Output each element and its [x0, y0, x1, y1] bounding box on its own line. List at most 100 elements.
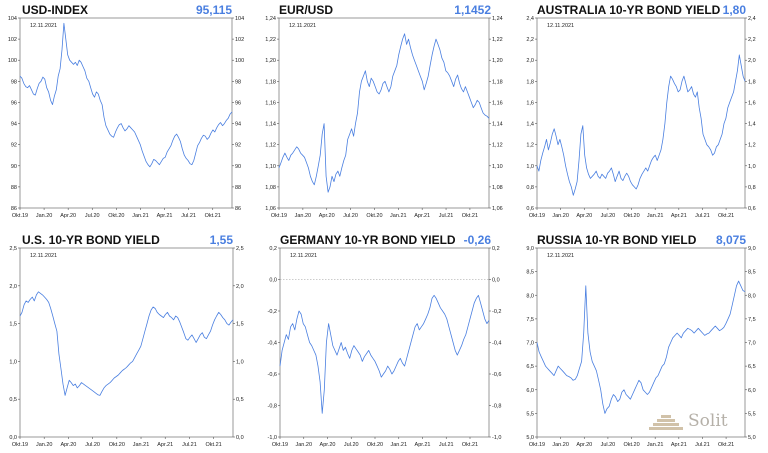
y-tick-label-left: 1,10: [265, 164, 276, 170]
y-tick-label-right: 1,12: [492, 143, 503, 149]
y-tick-label-right: 88: [235, 185, 241, 191]
y-tick-label-left: 1,4: [526, 122, 534, 128]
y-tick-label-right: 2,5: [236, 246, 244, 252]
x-tick-label: Apr.21: [415, 442, 431, 448]
y-tick-label-left: 1,2: [526, 143, 534, 149]
y-tick-label-right: 1,0: [236, 359, 244, 365]
y-tick-label-left: 5,5: [526, 411, 534, 417]
y-tick-label-right: 104: [235, 16, 244, 22]
y-tick-label-left: -0,4: [268, 341, 277, 347]
y-tick-label-left: -0,2: [268, 309, 277, 315]
y-tick-label-left: 0,8: [526, 185, 534, 191]
y-tick-label-left: 5,0: [526, 435, 534, 441]
y-tick-label-left: 2,0: [526, 58, 534, 64]
x-tick-label: Jan.21: [390, 213, 407, 219]
chart-panel-4: U.S. 10-YR BOND YIELD 1,55 12.11.2021 0,0 0,…: [9, 233, 243, 448]
logo-bar: [661, 415, 671, 418]
y-tick-label-left: 1,18: [265, 79, 276, 85]
y-tick-label-left: 1,06: [265, 206, 276, 212]
y-tick-label-left: 102: [8, 37, 17, 43]
x-tick-label: Okt.19: [529, 213, 545, 219]
y-tick-label-right: 0,2: [492, 246, 500, 252]
y-tick-label-left: 1,22: [265, 37, 276, 43]
x-tick-label: Jan.20: [295, 213, 312, 219]
plot-frame: [536, 247, 746, 438]
x-tick-label: Jan.21: [133, 442, 150, 448]
x-tick-label: Apr.20: [576, 442, 592, 448]
x-tick-label: Apr.20: [576, 213, 592, 219]
y-tick-label-left: 2,0: [9, 284, 17, 290]
y-tick-label-right: 9,0: [748, 246, 756, 252]
y-tick-label-right: 1,06: [492, 206, 503, 212]
y-tick-label-left: 94: [11, 122, 17, 128]
y-tick-label-right: 6,0: [748, 388, 756, 394]
x-tick-label: Apr.21: [157, 442, 173, 448]
date-label: 12.11.2021: [30, 23, 57, 29]
y-tick-label-right: 5,5: [748, 411, 756, 417]
y-tick-label-left: 2,2: [526, 37, 534, 43]
y-tick-label-left: 1,8: [526, 79, 534, 85]
y-tick-label-left: 96: [11, 100, 17, 106]
y-tick-label-left: 1,6: [526, 100, 534, 106]
x-tick-label: Jul.21: [181, 213, 196, 219]
y-tick-label-left: -0,8: [268, 404, 277, 410]
y-tick-label-right: 1,18: [492, 79, 503, 85]
y-tick-label-left: 90: [11, 164, 17, 170]
y-tick-label-right: 96: [235, 100, 241, 106]
x-tick-label: Okt.21: [205, 213, 221, 219]
current-value: 1,80: [723, 3, 747, 17]
y-tick-label-right: 6,5: [748, 364, 756, 370]
x-tick-label: Okt.19: [12, 213, 28, 219]
y-tick-label-right: 1,08: [492, 185, 503, 191]
x-tick-label: Okt.20: [623, 442, 639, 448]
x-tick-label: Jul.21: [439, 213, 454, 219]
y-tick-label-right: -0,8: [492, 404, 501, 410]
y-tick-label-right: 1,0: [748, 164, 756, 170]
y-tick-label-left: 0,0: [9, 435, 17, 441]
series-line: [278, 33, 490, 193]
x-tick-label: Okt.21: [206, 442, 222, 448]
y-tick-label-left: 7,0: [526, 341, 534, 347]
x-tick-label: Okt.20: [109, 442, 125, 448]
x-tick-label: Jan.20: [552, 213, 569, 219]
series-line: [19, 22, 233, 168]
y-tick-label-left: -0,6: [268, 372, 277, 378]
x-tick-label: Jan.21: [390, 442, 407, 448]
x-tick-label: Apr.21: [671, 213, 687, 219]
x-tick-label: Okt.21: [462, 442, 478, 448]
x-tick-label: Okt.20: [366, 213, 382, 219]
y-tick-label-right: 86: [235, 206, 241, 212]
y-tick-label-right: 2,2: [748, 37, 756, 43]
y-tick-label-left: 1,0: [526, 164, 534, 170]
x-tick-label: Jan.20: [295, 442, 312, 448]
x-tick-label: Okt.20: [367, 442, 383, 448]
date-label: 12.11.2021: [290, 253, 317, 259]
x-tick-label: Jan.20: [552, 442, 569, 448]
y-tick-label-right: 1,10: [492, 164, 503, 170]
x-tick-label: Apr.20: [319, 213, 335, 219]
y-tick-label-left: 6,0: [526, 388, 534, 394]
x-tick-label: Jul.21: [695, 442, 710, 448]
x-tick-label: Apr.20: [60, 213, 76, 219]
y-tick-label-left: 0,2: [269, 246, 277, 252]
x-tick-label: Okt.21: [718, 442, 734, 448]
chart-title: EUR/USD: [279, 3, 333, 17]
x-tick-label: Okt.20: [623, 213, 639, 219]
y-tick-label-right: 7,5: [748, 317, 756, 323]
y-tick-label-left: 0,5: [9, 397, 17, 403]
y-tick-label-right: 1,5: [236, 322, 244, 328]
x-tick-label: Jan.21: [647, 213, 664, 219]
logo-text: Solit: [688, 411, 728, 431]
x-tick-label: Jan.21: [647, 442, 664, 448]
y-tick-label-right: 8,0: [748, 293, 756, 299]
logo-bar: [649, 427, 683, 430]
y-tick-label-left: 1,16: [265, 100, 276, 106]
y-tick-label-right: 1,24: [492, 16, 503, 22]
y-tick-label-right: 100: [235, 58, 244, 64]
date-label: 12.11.2021: [547, 23, 574, 29]
y-tick-label-left: 1,14: [265, 122, 276, 128]
x-tick-label: Jul.21: [439, 442, 454, 448]
chart-title: GERMANY 10-YR BOND YIELD: [280, 233, 456, 247]
x-tick-label: Apr.21: [671, 442, 687, 448]
chart-panel-2: EUR/USD 1,1452 12.11.2021 1,06 1,06 1,08 1,08 1…: [265, 3, 502, 219]
